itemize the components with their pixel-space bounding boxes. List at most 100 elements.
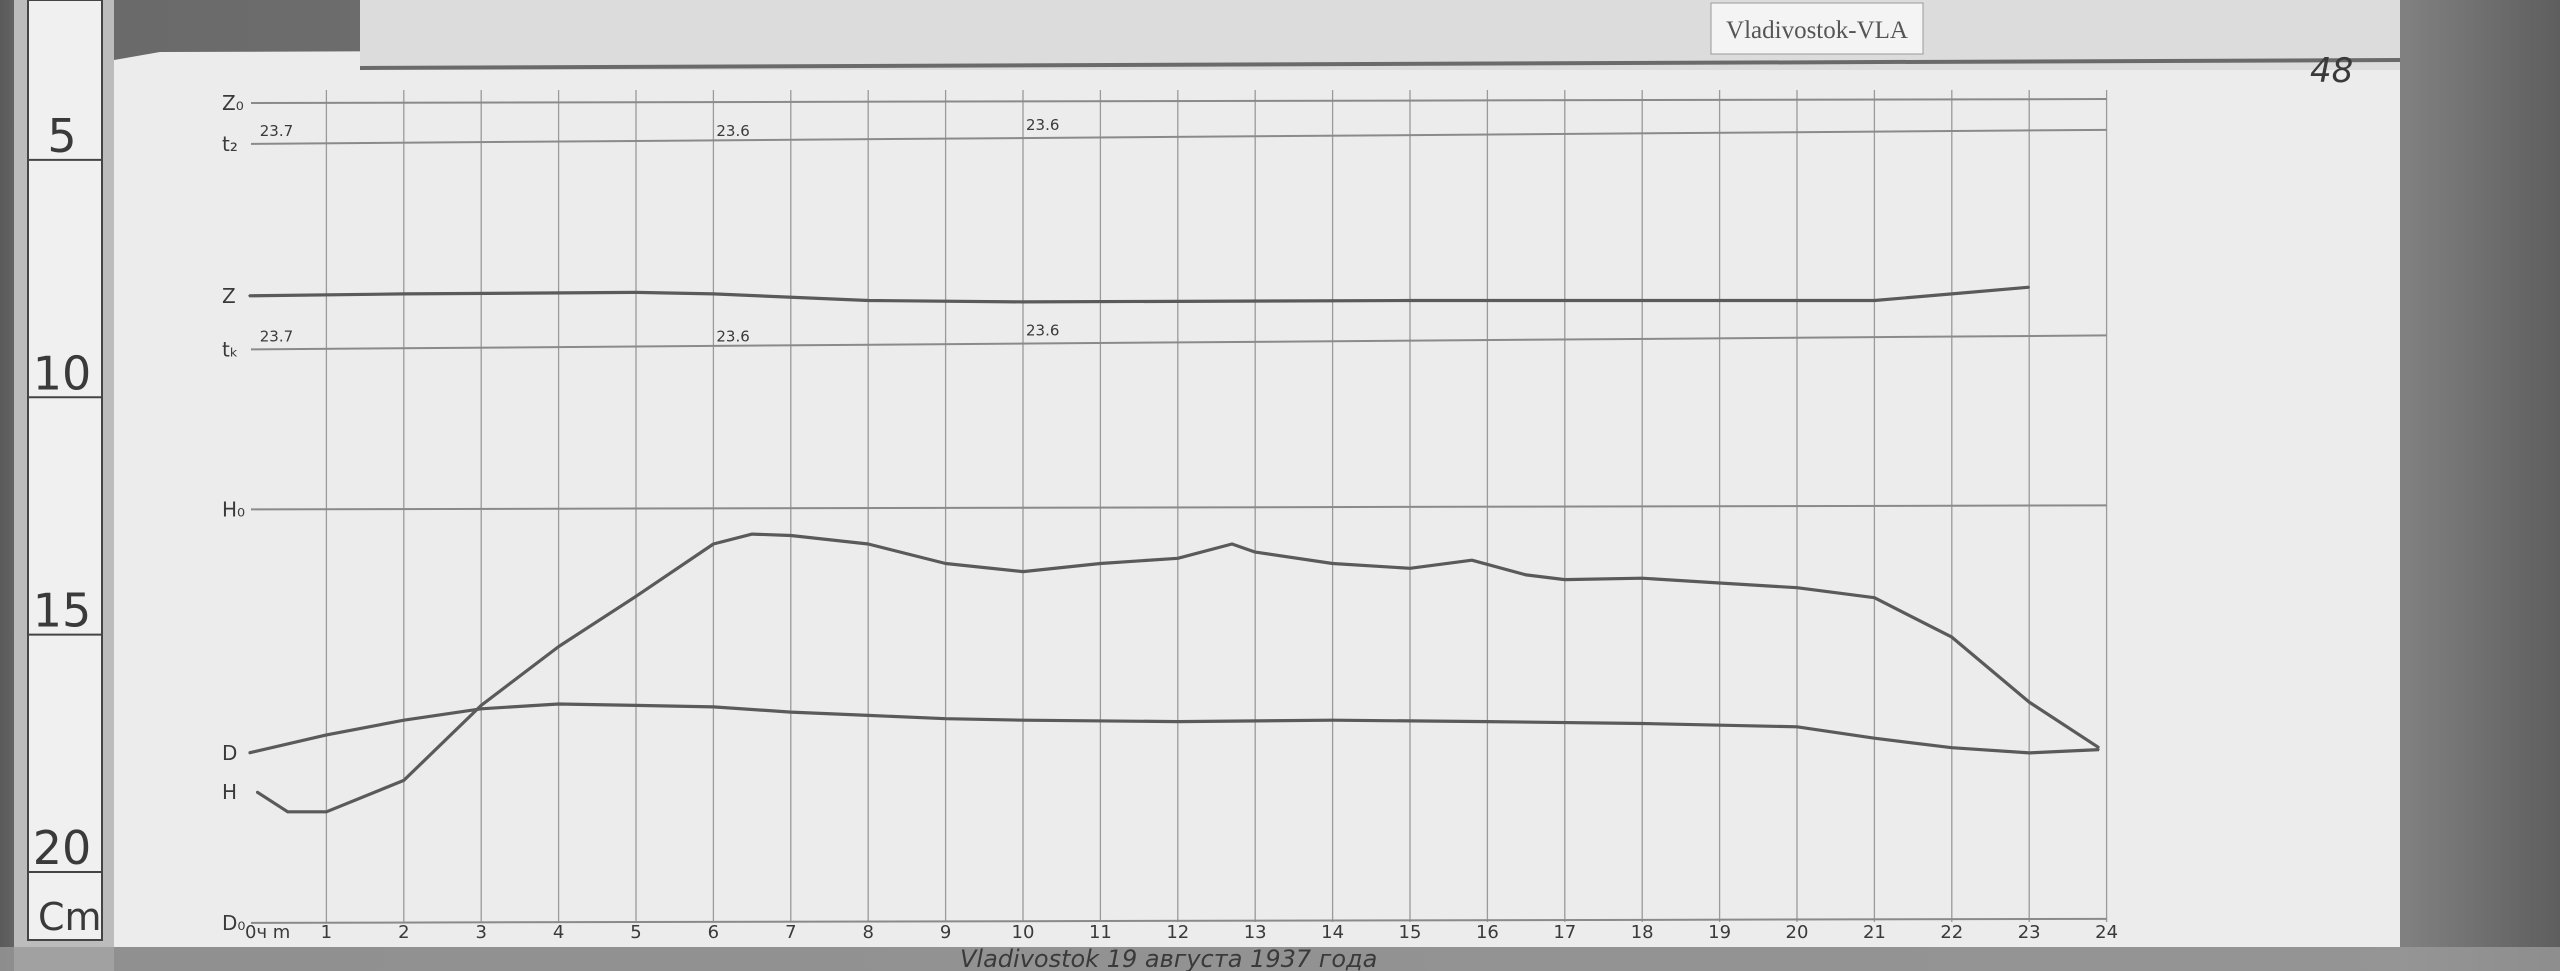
series: Z DH bbox=[222, 284, 2100, 814]
data-point-H bbox=[1177, 557, 1179, 560]
hour-tick-label: 14 bbox=[1321, 922, 1344, 943]
top-strip bbox=[360, 0, 2400, 70]
footer-text: Vladivostok 19 августа 1937 года bbox=[960, 945, 1377, 971]
corner-mark: 48 bbox=[2310, 51, 2353, 91]
ruler-tick-label: 5 bbox=[47, 109, 76, 163]
baseline-label: t₂ bbox=[222, 132, 238, 156]
data-point-H bbox=[1254, 551, 1256, 553]
hour-tick-label: 8 bbox=[862, 922, 873, 943]
hour-tick-label: 17 bbox=[1553, 922, 1576, 943]
data-point-H bbox=[1409, 567, 1411, 570]
baseline-label: H₀ bbox=[222, 497, 245, 521]
data-point-D bbox=[2028, 752, 2030, 754]
data-point-H bbox=[944, 562, 947, 565]
data-point-H bbox=[2028, 701, 2030, 703]
data-point-Z bbox=[1873, 299, 1876, 302]
data-point-D bbox=[1951, 746, 1953, 749]
trace-Z bbox=[248, 285, 2030, 304]
baselines: Z₀ t₂ 23.7 23.6 23.6 tₖ 23.7 23.6 23.6 H₀ D₀ bbox=[222, 91, 2107, 935]
data-point-D bbox=[867, 714, 869, 717]
baseline-value-label: 23.6 bbox=[1026, 116, 1059, 134]
hour-tick-label: 24 bbox=[2095, 922, 2118, 943]
data-point-D bbox=[480, 707, 483, 710]
hour-tick-label: 1 bbox=[321, 922, 332, 943]
hour-tick-label: 23 bbox=[2018, 922, 2041, 943]
baseline-line bbox=[250, 334, 2107, 351]
bottom-frame bbox=[0, 947, 2560, 971]
hour-tick-label: 15 bbox=[1399, 922, 1422, 943]
data-point-D bbox=[248, 752, 250, 754]
data-point-D bbox=[944, 717, 947, 720]
hour-tick-label: 6 bbox=[708, 922, 719, 943]
data-point-H bbox=[255, 791, 258, 793]
data-point-Z bbox=[1951, 293, 1953, 295]
hour-tick-label: 2 bbox=[398, 922, 409, 943]
data-point-Z bbox=[248, 294, 250, 297]
data-point-H bbox=[480, 704, 483, 707]
data-point-H bbox=[1525, 574, 1527, 576]
hour-tick-label: 22 bbox=[1940, 922, 1963, 943]
data-point-H bbox=[1022, 570, 1024, 573]
baseline-value-label: 23.7 bbox=[260, 122, 293, 140]
baseline-line bbox=[250, 98, 2107, 105]
hour-tick-label: 16 bbox=[1476, 922, 1499, 943]
data-point-H bbox=[1099, 562, 1102, 565]
baseline-value-label: 23.6 bbox=[1026, 321, 1059, 339]
baseline-value-label: 23.7 bbox=[260, 327, 293, 345]
ruler-unit: Cm bbox=[38, 895, 102, 939]
hour-tick-label: 11 bbox=[1089, 922, 1112, 943]
data-point-D bbox=[1796, 726, 1798, 728]
hour-tick-label: 20 bbox=[1786, 922, 1809, 943]
baseline-line bbox=[250, 128, 2107, 145]
data-point-H bbox=[1471, 559, 1473, 561]
chart-paper bbox=[114, 45, 2400, 947]
data-point-Z bbox=[1022, 301, 1024, 303]
hour-tick-label: 18 bbox=[1631, 922, 1654, 943]
data-point-H bbox=[1231, 543, 1233, 545]
baseline-label: tₖ bbox=[222, 337, 238, 361]
ruler-tick-label: 15 bbox=[33, 584, 92, 638]
data-point-D bbox=[325, 734, 328, 736]
hour-tick-label: 9 bbox=[940, 922, 951, 943]
x-unit-label: 0ч m bbox=[245, 922, 290, 943]
data-point-H bbox=[1331, 562, 1334, 565]
data-point-D bbox=[1873, 737, 1876, 739]
data-point-H bbox=[1641, 577, 1643, 580]
data-point-D bbox=[1177, 720, 1179, 723]
hour-tick-label: 5 bbox=[630, 922, 641, 943]
data-point-H bbox=[2098, 746, 2100, 749]
data-point-H bbox=[557, 645, 560, 648]
data-point-D bbox=[790, 711, 792, 713]
hour-tick-label: 21 bbox=[1863, 922, 1886, 943]
data-point-H bbox=[751, 533, 753, 535]
data-point-D bbox=[557, 703, 560, 705]
baseline-line bbox=[250, 504, 2107, 511]
trace-label: D bbox=[222, 741, 237, 765]
data-point-Z bbox=[635, 291, 637, 294]
data-point-H bbox=[1873, 596, 1876, 599]
data-point-H bbox=[635, 595, 637, 598]
label-card-text: Vladivostok-VLA bbox=[1726, 17, 1908, 44]
data-point-H bbox=[286, 810, 289, 813]
data-point-D bbox=[2098, 748, 2100, 751]
data-point-Z bbox=[1409, 299, 1411, 302]
data-point-D bbox=[1331, 719, 1334, 721]
hour-tick-label: 13 bbox=[1244, 922, 1267, 943]
data-point-Z bbox=[867, 299, 869, 302]
data-point-D bbox=[635, 704, 637, 707]
ruler-tick-label: 20 bbox=[33, 821, 92, 875]
data-point-H bbox=[403, 779, 405, 782]
hour-tick-label: 10 bbox=[1012, 922, 1035, 943]
ruler bbox=[27, 0, 103, 941]
hour-tick-label: 3 bbox=[475, 922, 486, 943]
x-ticks: 1 2 3 4 5 6 7 8 9 10 11 12 13 14 15 16 17 18 19 20 21 22 23 24 bbox=[321, 922, 2118, 943]
data-point-H bbox=[867, 543, 869, 545]
data-point-H bbox=[712, 543, 715, 545]
baseline-value-label: 23.6 bbox=[716, 327, 749, 345]
baseline-line bbox=[250, 917, 2107, 924]
trace-D bbox=[248, 702, 2099, 755]
top-edge bbox=[359, 58, 2401, 70]
data-point-D bbox=[712, 706, 715, 708]
data-point-D bbox=[1022, 719, 1024, 721]
data-point-D bbox=[403, 719, 405, 721]
